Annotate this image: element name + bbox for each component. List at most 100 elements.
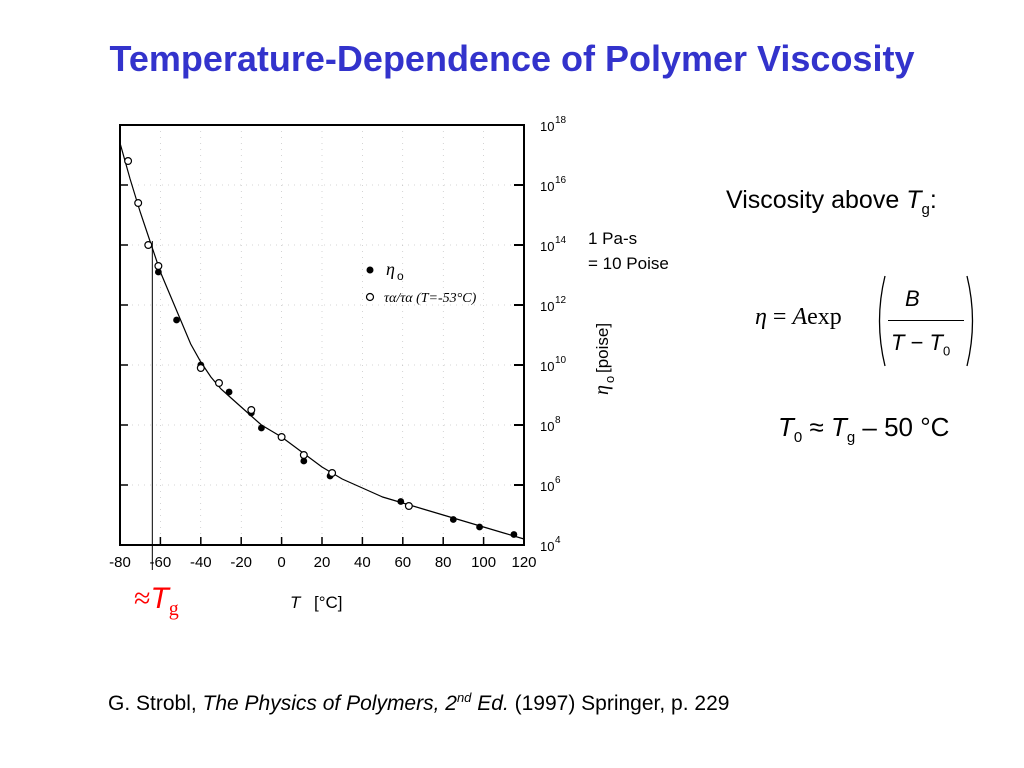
eq-eta: η	[755, 304, 767, 330]
x-tick-label: -20	[230, 554, 252, 571]
x-tick-label: 80	[435, 554, 452, 571]
y-axis-label-symbol: η	[591, 385, 613, 395]
legend-entry2: τα/τα (T=-53°C)	[384, 291, 477, 306]
x-ticks: -80 -60 -40 -20 0 20 40 60 80 100 120	[109, 537, 537, 571]
legend-entry1-symbol: η	[386, 259, 395, 279]
tg-marker-label: ≈Tg	[134, 582, 179, 621]
data-point-filled	[449, 516, 457, 523]
y-axis-label-unit: [poise]	[593, 323, 612, 373]
rel-T0-sub: 0	[793, 429, 803, 447]
y-tick-label-exponent: 6	[555, 475, 561, 486]
t0-relation: T0 ≈ Tg – 50 °C	[778, 412, 949, 446]
unit-note-line1: 1 Pa-s	[588, 229, 638, 248]
y-tick-label-exponent: 14	[555, 235, 567, 246]
x-axis-label-unit: [°C]	[314, 593, 343, 612]
y-tick-label-base: 10	[540, 299, 554, 314]
y-axis-label: η o [poise]	[591, 323, 617, 395]
x-tick-label: -40	[190, 554, 212, 571]
right-paren	[966, 275, 974, 367]
x-tick-label: 20	[314, 554, 331, 571]
fraction-denominator: T − T0	[891, 330, 950, 358]
y-tick-label-base: 10	[540, 179, 554, 194]
x-tick-label: -60	[150, 554, 172, 571]
eq-exp: exp	[807, 304, 842, 330]
rel-approx: ≈	[802, 412, 831, 442]
y-tick-label-base: 10	[540, 479, 554, 494]
den-minus: −	[904, 330, 930, 355]
x-tick-label: -80	[109, 554, 131, 571]
y-tick-label-base: 10	[540, 239, 554, 254]
x-tick-label: 60	[394, 554, 411, 571]
fraction-numerator: B	[905, 286, 920, 311]
vft-equation: η = Aexp B T − T0	[755, 274, 985, 368]
den-T: T	[891, 330, 905, 355]
data-point-open	[328, 469, 337, 478]
viscosity-above-T: T	[906, 186, 922, 214]
y-tick-label-base: 10	[540, 419, 554, 434]
tg-approx: ≈	[134, 582, 151, 615]
unit-note: 1 Pa-s = 10 Poise	[588, 226, 669, 276]
left-paren	[878, 275, 886, 367]
viscosity-above-text: Viscosity above	[726, 186, 907, 214]
slide-title: Temperature-Dependence of Polymer Viscos…	[109, 38, 915, 79]
viscosity-above-tg-label: Viscosity above Tg:	[726, 186, 937, 218]
citation-ed: Ed.	[471, 692, 509, 715]
data-point-open	[299, 451, 308, 460]
y-tick-label-exponent: 18	[555, 115, 567, 126]
citation-book-title: The Physics of Polymers, 2	[202, 692, 457, 715]
y-tick-label-exponent: 8	[555, 415, 561, 426]
rel-T0: T	[778, 412, 794, 442]
y-tick-label-exponent: 4	[555, 535, 561, 546]
tg-T: T	[150, 582, 169, 615]
y-tick-label-exponent: 12	[555, 295, 567, 306]
data-points	[124, 156, 518, 538]
eq-A: A	[792, 304, 808, 330]
data-point-open	[277, 433, 286, 442]
viscosity-above-sub: g	[921, 201, 930, 218]
data-point-filled	[397, 498, 405, 505]
citation-sup: nd	[456, 690, 472, 705]
tg-sub: g	[168, 598, 179, 620]
den-T0: T	[929, 330, 943, 355]
viscosity-above-colon: :	[929, 186, 937, 214]
legend-open-marker	[365, 292, 375, 302]
data-point-filled	[476, 523, 483, 531]
data-point-open	[134, 198, 143, 207]
y-tick-label-base: 10	[540, 359, 554, 374]
citation-rest: (1997) Springer, p. 229	[508, 692, 730, 715]
x-tick-label: 40	[354, 554, 371, 571]
legend-filled-marker	[366, 266, 374, 274]
y-axis-label-sub: o	[602, 376, 617, 383]
data-point-filled	[154, 268, 162, 276]
data-point-filled	[225, 388, 233, 396]
unit-note-line2: = 10 Poise	[588, 254, 669, 273]
data-point-filled	[258, 424, 265, 432]
data-point-open	[144, 241, 153, 250]
rel-rest: – 50 °C	[855, 412, 950, 442]
data-point-open	[247, 406, 256, 415]
x-axis-label-T: T	[290, 593, 302, 612]
y-tick-label-exponent: 10	[555, 355, 567, 366]
den-T0-sub: 0	[942, 343, 951, 359]
data-point-filled	[510, 531, 518, 538]
x-tick-label: 120	[511, 554, 536, 571]
y-tick-label-exponent: 16	[555, 175, 567, 186]
data-point-open	[196, 364, 205, 373]
x-tick-label: 100	[471, 554, 496, 571]
rel-Tg-sub: g	[846, 429, 856, 447]
data-point-open	[154, 262, 163, 271]
citation: G. Strobl, The Physics of Polymers, 2nd …	[108, 690, 729, 716]
citation-author: G. Strobl,	[108, 692, 203, 715]
data-point-open	[124, 156, 133, 165]
data-point-filled	[300, 457, 308, 465]
fraction-bar	[888, 320, 964, 321]
data-point-open	[404, 502, 413, 511]
x-tick-label: 0	[277, 554, 285, 571]
data-point-filled	[173, 316, 180, 324]
data-point-open	[214, 379, 223, 388]
gridlines	[120, 125, 524, 545]
y-tick-label-base: 10	[540, 539, 554, 554]
legend-entry1-sub: o	[397, 269, 404, 283]
